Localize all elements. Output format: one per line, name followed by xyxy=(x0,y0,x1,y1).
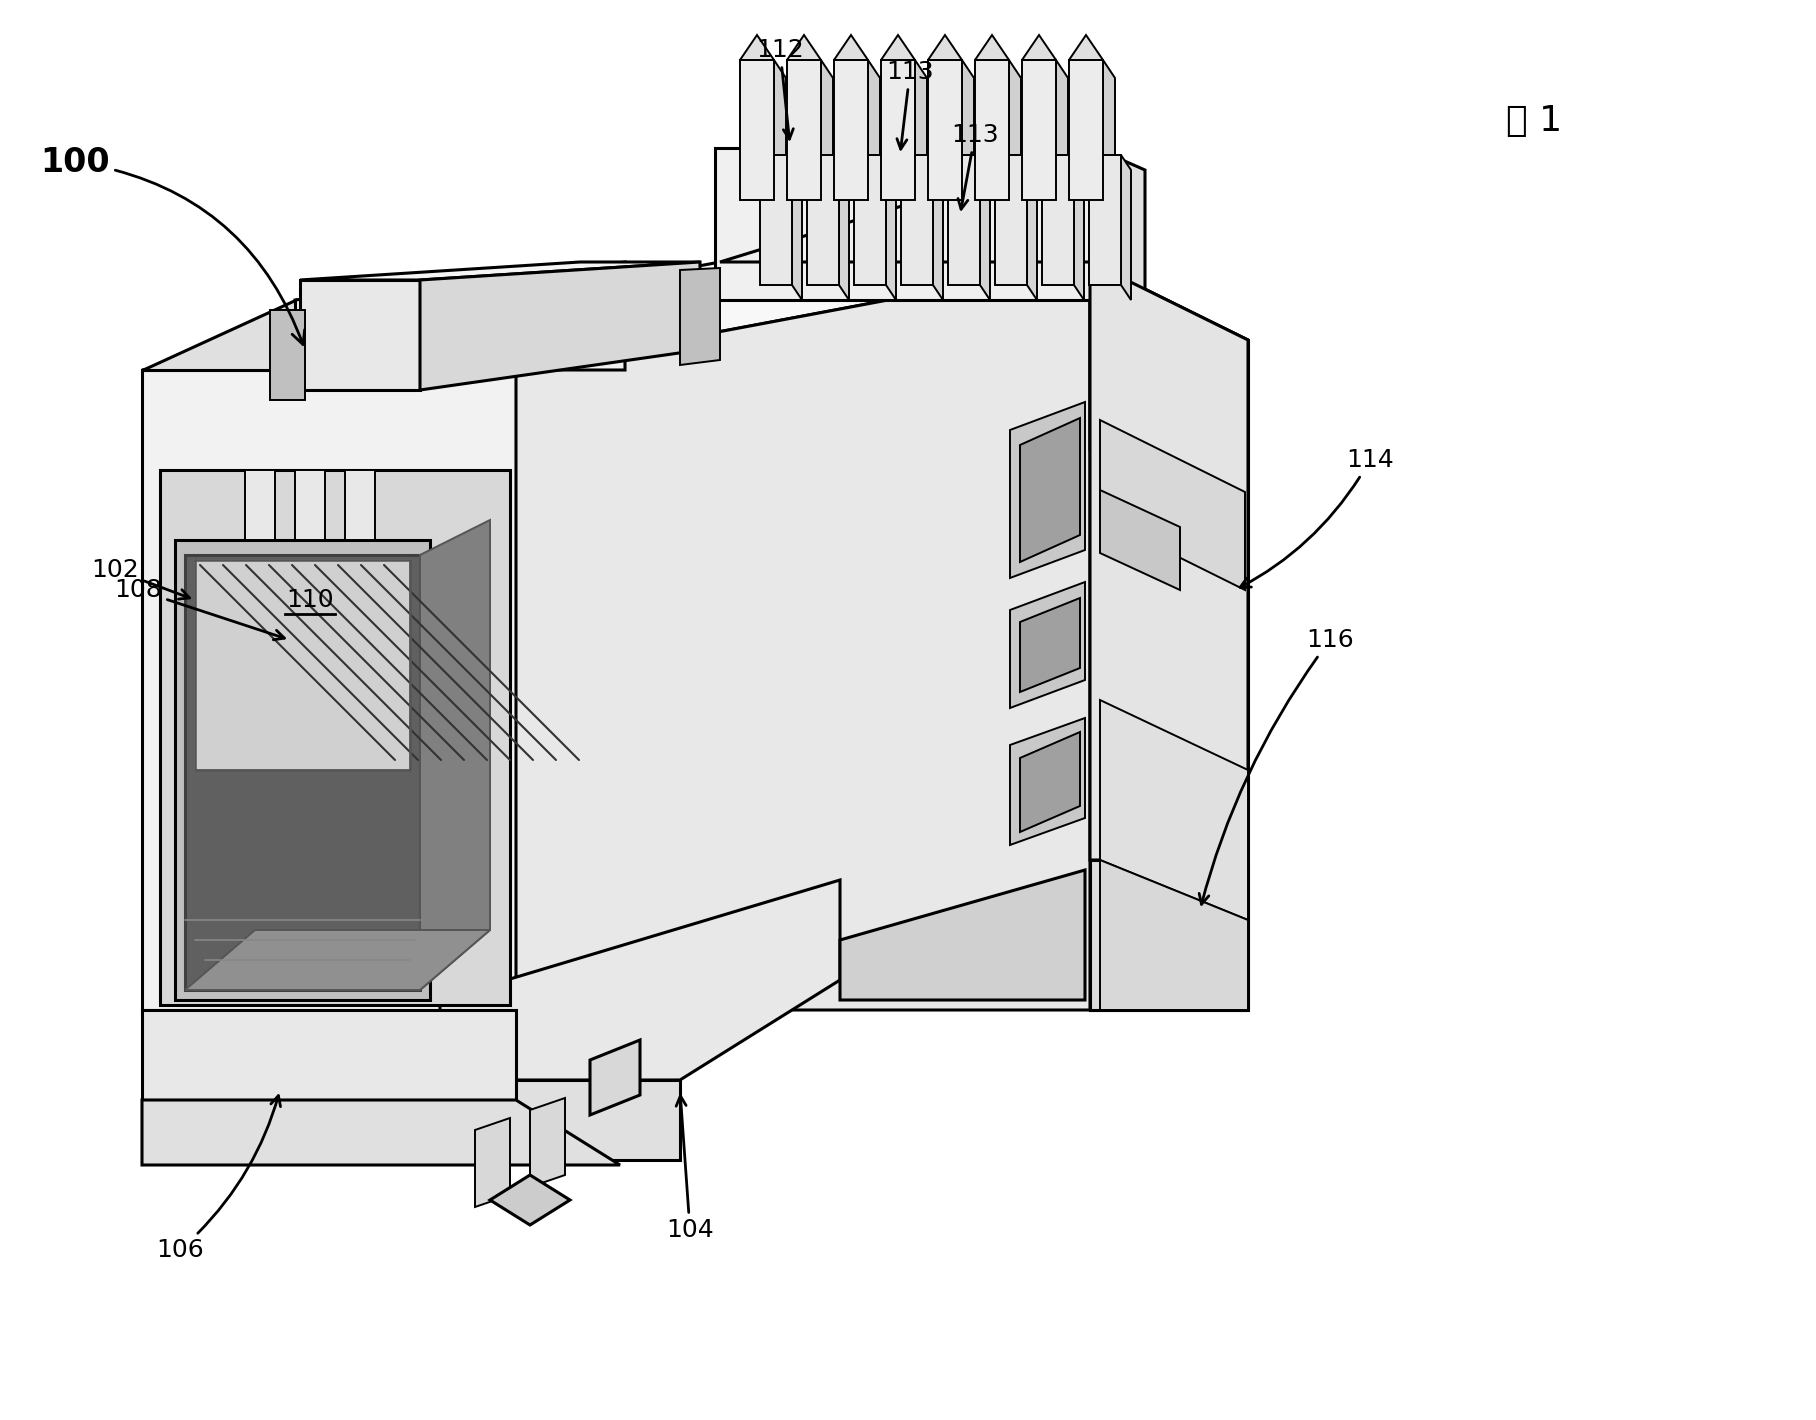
Polygon shape xyxy=(271,310,305,400)
Text: 113: 113 xyxy=(886,60,933,149)
Polygon shape xyxy=(1090,861,1248,1010)
Polygon shape xyxy=(1022,36,1055,60)
Polygon shape xyxy=(476,1118,510,1207)
Polygon shape xyxy=(1102,60,1115,219)
Text: 图 1: 图 1 xyxy=(1507,104,1562,138)
Polygon shape xyxy=(142,371,516,1010)
Polygon shape xyxy=(185,930,490,990)
Polygon shape xyxy=(300,263,699,280)
Polygon shape xyxy=(739,36,774,60)
Polygon shape xyxy=(786,60,821,200)
Text: 108: 108 xyxy=(114,578,285,640)
Polygon shape xyxy=(271,290,719,375)
Polygon shape xyxy=(1100,490,1180,589)
Text: 106: 106 xyxy=(156,1096,280,1262)
Polygon shape xyxy=(716,148,1095,300)
Polygon shape xyxy=(490,1174,570,1225)
Polygon shape xyxy=(881,60,915,200)
Polygon shape xyxy=(516,263,1090,1010)
Polygon shape xyxy=(1090,155,1120,285)
Text: 114: 114 xyxy=(1240,447,1395,588)
Polygon shape xyxy=(142,1010,516,1100)
Polygon shape xyxy=(995,155,1028,285)
Polygon shape xyxy=(868,60,881,219)
Polygon shape xyxy=(1090,263,1248,530)
Polygon shape xyxy=(345,470,374,540)
Polygon shape xyxy=(841,870,1090,1000)
Polygon shape xyxy=(901,155,933,285)
Polygon shape xyxy=(1010,719,1084,845)
Polygon shape xyxy=(928,60,962,200)
Polygon shape xyxy=(590,1039,639,1115)
Text: 112: 112 xyxy=(755,38,804,139)
Polygon shape xyxy=(1073,155,1084,300)
Text: 104: 104 xyxy=(666,1096,714,1242)
Polygon shape xyxy=(774,60,786,219)
Polygon shape xyxy=(739,60,774,200)
Polygon shape xyxy=(915,60,926,219)
Polygon shape xyxy=(1042,155,1073,285)
Polygon shape xyxy=(439,880,841,1081)
Polygon shape xyxy=(1021,598,1081,692)
Polygon shape xyxy=(1028,155,1037,300)
Polygon shape xyxy=(834,60,868,200)
Polygon shape xyxy=(142,1100,619,1164)
Polygon shape xyxy=(928,36,962,60)
Polygon shape xyxy=(719,148,1090,263)
Text: 110: 110 xyxy=(287,588,334,612)
Text: 100: 100 xyxy=(40,145,305,345)
Polygon shape xyxy=(854,155,886,285)
Polygon shape xyxy=(185,555,419,990)
Polygon shape xyxy=(792,155,803,300)
Polygon shape xyxy=(786,36,821,60)
Text: 116: 116 xyxy=(1199,628,1355,905)
Polygon shape xyxy=(1120,155,1131,300)
Polygon shape xyxy=(886,155,895,300)
Polygon shape xyxy=(245,470,274,540)
Polygon shape xyxy=(294,263,625,371)
Polygon shape xyxy=(975,36,1010,60)
Polygon shape xyxy=(1010,582,1084,709)
Polygon shape xyxy=(1095,148,1146,318)
Polygon shape xyxy=(1100,420,1246,589)
Polygon shape xyxy=(194,559,410,770)
Polygon shape xyxy=(1070,36,1102,60)
Polygon shape xyxy=(962,60,973,219)
Polygon shape xyxy=(839,155,850,300)
Polygon shape xyxy=(881,36,915,60)
Polygon shape xyxy=(1055,60,1068,219)
Polygon shape xyxy=(821,60,834,219)
Polygon shape xyxy=(530,1098,565,1187)
Polygon shape xyxy=(439,1081,679,1160)
Polygon shape xyxy=(948,155,981,285)
Polygon shape xyxy=(806,155,839,285)
Polygon shape xyxy=(300,280,419,390)
Polygon shape xyxy=(1090,263,1248,1010)
Polygon shape xyxy=(1022,60,1055,200)
Text: 113: 113 xyxy=(952,124,999,209)
Polygon shape xyxy=(174,540,430,1000)
Polygon shape xyxy=(1010,60,1021,219)
Polygon shape xyxy=(834,36,868,60)
Polygon shape xyxy=(679,268,719,365)
Polygon shape xyxy=(1021,731,1081,832)
Polygon shape xyxy=(1100,700,1248,920)
Polygon shape xyxy=(142,263,1090,371)
Polygon shape xyxy=(142,300,294,371)
Polygon shape xyxy=(294,470,325,540)
Polygon shape xyxy=(841,870,1084,1000)
Polygon shape xyxy=(933,155,943,300)
Polygon shape xyxy=(761,155,792,285)
Polygon shape xyxy=(1070,60,1102,200)
Polygon shape xyxy=(160,470,510,1005)
Polygon shape xyxy=(1100,861,1248,1010)
Polygon shape xyxy=(981,155,990,300)
Polygon shape xyxy=(1090,263,1248,861)
Text: 102: 102 xyxy=(91,558,189,599)
Polygon shape xyxy=(1010,402,1084,578)
Polygon shape xyxy=(975,60,1010,200)
Polygon shape xyxy=(419,520,490,990)
Polygon shape xyxy=(419,263,699,390)
Polygon shape xyxy=(1021,417,1081,562)
